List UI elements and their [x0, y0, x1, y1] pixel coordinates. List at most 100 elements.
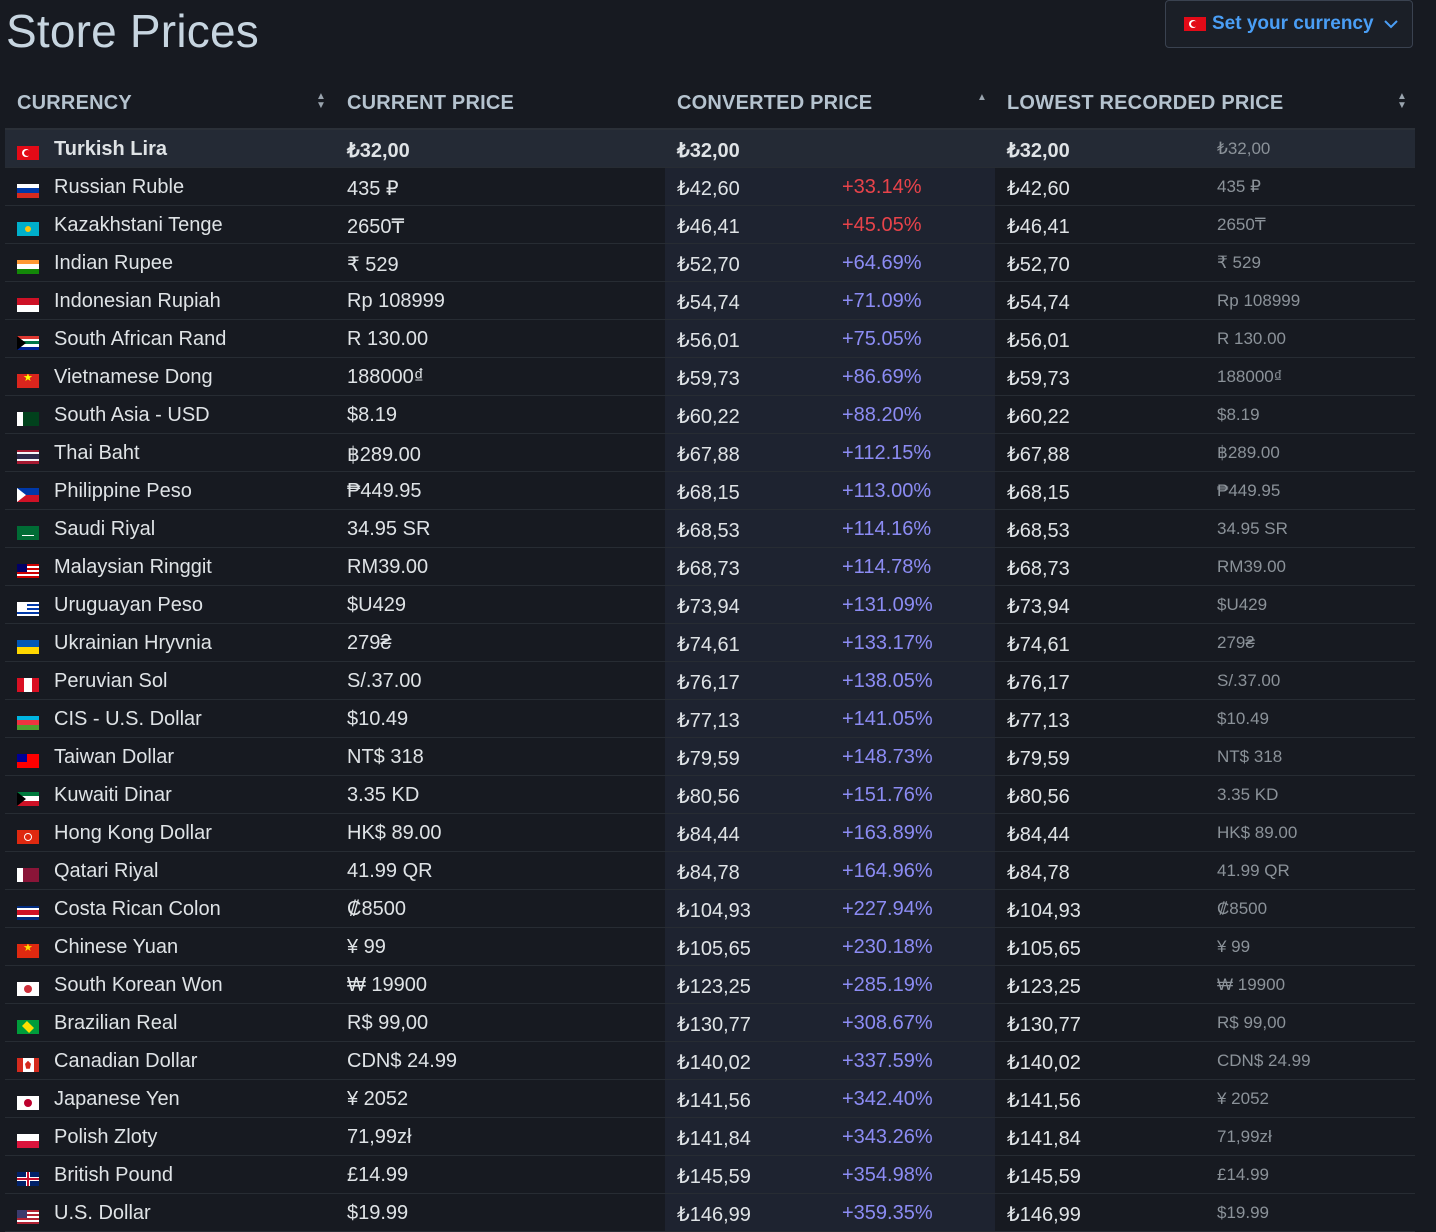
price-difference: +230.18% [842, 936, 933, 958]
lowest-recorded-converted: ₺141,56 [1007, 1090, 1081, 1112]
lowest-recorded-original: $19.99 [1217, 1203, 1269, 1222]
price-difference: +354.98% [842, 1164, 933, 1186]
table-row[interactable]: Saudi Riyal 34.95 SR ₺68,53 +114.16% ₺68,53 3… [5, 510, 1415, 548]
table-body: Turkish Lira ₺32,00 ₺32,00 ₺32,00 ₺32,00 Russ… [5, 130, 1415, 1232]
table-row[interactable]: Brazilian Real R$ 99,00 ₺130,77 +308.67% ₺13… [5, 1004, 1415, 1042]
converted-column-background [665, 814, 995, 851]
table-row[interactable]: Ukrainian Hryvnia 279₴ ₺74,61 +133.17% ₺74,6… [5, 624, 1415, 662]
lowest-recorded-original: ¥ 2052 [1217, 1089, 1269, 1108]
kw-flag-icon [17, 791, 39, 806]
table-row[interactable]: South African Rand R 130.00 ₺56,01 +75.05% ₺… [5, 320, 1415, 358]
converted-price: ₺77,13 [677, 710, 740, 732]
us-flag-icon [17, 1209, 39, 1224]
current-price: $U429 [347, 594, 406, 616]
converted-price: ₺105,65 [677, 938, 751, 960]
currency-name: Chinese Yuan [54, 936, 179, 958]
set-currency-button[interactable]: Set your currency [1165, 0, 1413, 48]
converted-column-background [665, 776, 995, 813]
in-flag-icon [17, 259, 39, 274]
currency-name: Qatari Riyal [54, 860, 159, 882]
lowest-recorded-converted: ₺104,93 [1007, 900, 1081, 922]
table-row[interactable]: Russian Ruble 435 ₽ ₺42,60 +33.14% ₺42,60 435… [5, 168, 1415, 206]
current-price: ₡8500 [347, 898, 406, 920]
table-row[interactable]: Thai Baht ฿289.00 ₺67,88 +112.15% ₺67,88 ฿289… [5, 434, 1415, 472]
table-row[interactable]: Kuwaiti Dinar 3.35 KD ₺80,56 +151.76% ₺80,56… [5, 776, 1415, 814]
converted-price: ₺146,99 [677, 1204, 751, 1226]
table-row[interactable]: Indian Rupee ₹ 529 ₺52,70 +64.69% ₺52,70 ₹ 52… [5, 244, 1415, 282]
lowest-recorded-original: $8.19 [1217, 405, 1260, 424]
currency-name: CIS - U.S. Dollar [54, 708, 202, 730]
table-row[interactable]: ★ Chinese Yuan ¥ 99 ₺105,65 +230.18% ₺105,65 ¥… [5, 928, 1415, 966]
converted-column-background [665, 510, 995, 547]
currency-flag [17, 483, 39, 506]
lowest-recorded-original: ¥ 99 [1217, 937, 1251, 956]
converted-price: ₺52,70 [677, 254, 740, 276]
lowest-recorded-original: 41.99 QR [1217, 861, 1290, 880]
lowest-recorded-original: 188000₫ [1217, 367, 1283, 386]
table-row[interactable]: Taiwan Dollar NT$ 318 ₺79,59 +148.73% ₺79,59… [5, 738, 1415, 776]
lowest-recorded-original: S/.37.00 [1217, 671, 1281, 690]
current-price: 34.95 SR [347, 518, 431, 540]
table-row[interactable]: Polish Zloty 71,99zł ₺141,84 +343.26% ₺141,8… [5, 1118, 1415, 1156]
table-row[interactable]: British Pound £14.99 ₺145,59 +354.98% ₺145,5… [5, 1156, 1415, 1194]
converted-price: ₺46,41 [677, 216, 740, 238]
table-row[interactable]: Indonesian Rupiah Rp 108999 ₺54,74 +71.09% ₺… [5, 282, 1415, 320]
currency-name: Uruguayan Peso [54, 594, 203, 616]
currency-name: Indonesian Rupiah [54, 290, 221, 312]
table-row[interactable]: South Korean Won ₩ 19900 ₺123,25 +285.19% ₺1… [5, 966, 1415, 1004]
currency-name: Vietnamese Dong [54, 366, 213, 388]
table-row[interactable]: Peruvian Sol S/.37.00 ₺76,17 +138.05% ₺76,17… [5, 662, 1415, 700]
converted-column-background [665, 168, 995, 205]
table-row[interactable]: Japanese Yen ¥ 2052 ₺141,56 +342.40% ₺141,56… [5, 1080, 1415, 1118]
currency-flag [17, 1053, 39, 1076]
converted-price: ₺80,56 [677, 786, 740, 808]
table-row[interactable]: Qatari Riyal 41.99 QR ₺84,78 +164.96% ₺84,78… [5, 852, 1415, 890]
sort-both-icon[interactable]: ▲ ▼ [1397, 91, 1407, 111]
currency-name: Taiwan Dollar [54, 746, 175, 768]
table-row[interactable]: Kazakhstani Tenge 2650₸ ₺46,41 +45.05% ₺46,4… [5, 206, 1415, 244]
column-header-converted-price[interactable]: CONVERTED PRICE [677, 92, 873, 114]
currency-name: Canadian Dollar [54, 1050, 198, 1072]
converted-price: ₺140,02 [677, 1052, 751, 1074]
currency-name: Philippine Peso [54, 480, 192, 502]
lowest-recorded-converted: ₺140,02 [1007, 1052, 1081, 1074]
price-difference: +33.14% [842, 176, 922, 198]
table-row[interactable]: U.S. Dollar $19.99 ₺146,99 +359.35% ₺146,99 $… [5, 1194, 1415, 1232]
current-price: RM39.00 [347, 556, 429, 578]
table-row[interactable]: Philippine Peso ₱449.95 ₺68,15 +113.00% ₺68,… [5, 472, 1415, 510]
table-row[interactable]: Malaysian Ringgit RM39.00 ₺68,73 +114.78% ₺6… [5, 548, 1415, 586]
table-row[interactable]: Hong Kong Dollar HK$ 89.00 ₺84,44 +163.89% ₺… [5, 814, 1415, 852]
lowest-recorded-converted: ₺46,41 [1007, 216, 1070, 238]
converted-column-background [665, 624, 995, 661]
sort-ascending-icon[interactable]: ▲ [977, 92, 987, 103]
table-row[interactable]: South Asia - USD $8.19 ₺60,22 +88.20% ₺60,22… [5, 396, 1415, 434]
table-row[interactable]: Costa Rican Colon ₡8500 ₺104,93 +227.94% ₺10… [5, 890, 1415, 928]
lowest-recorded-original: R 130.00 [1217, 329, 1286, 348]
price-difference: +114.16% [842, 518, 932, 540]
column-header-lowest-recorded-price[interactable]: LOWEST RECORDED PRICE [1007, 92, 1284, 114]
table-row[interactable]: Uruguayan Peso $U429 ₺73,94 +131.09% ₺73,94 $… [5, 586, 1415, 624]
kz-flag-icon [17, 221, 39, 236]
table-row[interactable]: Turkish Lira ₺32,00 ₺32,00 ₺32,00 ₺32,00 [5, 130, 1415, 168]
current-price: NT$ 318 [347, 746, 424, 768]
br-flag-icon [17, 1019, 39, 1034]
lowest-recorded-original: $U429 [1217, 595, 1268, 614]
table-row[interactable]: Canadian Dollar CDN$ 24.99 ₺140,02 +337.59%… [5, 1042, 1415, 1080]
converted-column-background [665, 472, 995, 509]
currency-flag [17, 1015, 39, 1038]
lowest-recorded-converted: ₺79,59 [1007, 748, 1070, 770]
converted-column-background [665, 358, 995, 395]
column-header-currency[interactable]: CURRENCY [17, 92, 132, 114]
sort-both-icon[interactable]: ▲ ▼ [316, 91, 326, 111]
price-difference: +337.59% [842, 1050, 933, 1072]
lowest-recorded-converted: ₺59,73 [1007, 368, 1070, 390]
table-row[interactable]: CIS - U.S. Dollar $10.49 ₺77,13 +141.05% ₺77… [5, 700, 1415, 738]
current-price: 435 ₽ [347, 178, 399, 200]
table-row[interactable]: ★ Vietnamese Dong 188000₫ ₺59,73 +86.69% ₺59,… [5, 358, 1415, 396]
lowest-recorded-converted: ₺130,77 [1007, 1014, 1081, 1036]
lowest-recorded-original: $10.49 [1217, 709, 1269, 728]
column-header-current-price[interactable]: CURRENT PRICE [347, 92, 515, 114]
converted-price: ₺74,61 [677, 634, 740, 656]
pl-flag-icon [17, 1133, 39, 1148]
converted-price: ₺84,44 [677, 824, 740, 846]
